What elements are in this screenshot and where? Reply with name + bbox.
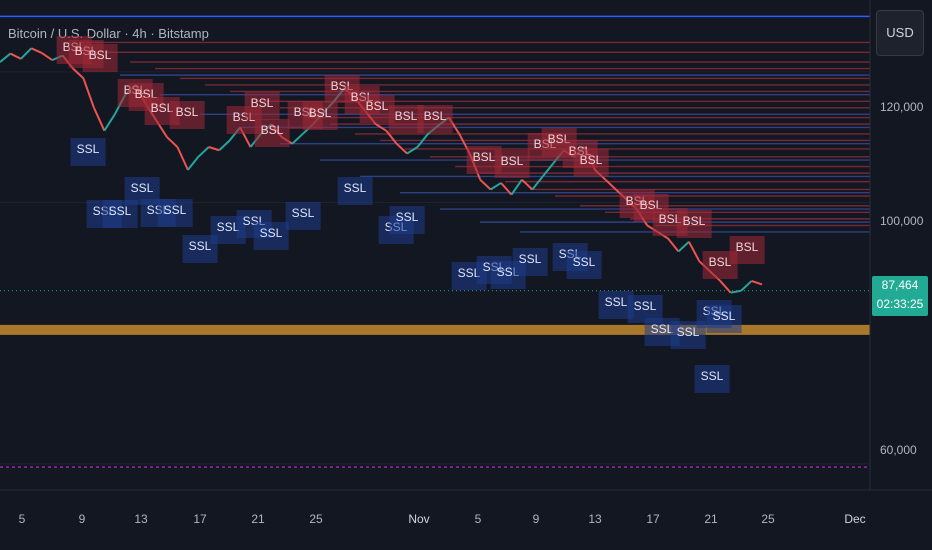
price-segment — [103, 113, 116, 132]
price-segment — [0, 52, 12, 63]
price-segment — [218, 139, 231, 151]
x-tick: Nov — [408, 512, 430, 526]
ssl-label: SSL — [694, 365, 730, 393]
price-segment — [41, 52, 53, 61]
price-segment — [30, 47, 43, 54]
ssl-label: SSL — [670, 321, 706, 349]
ssl-label: SSL — [157, 199, 193, 227]
bar-countdown: 02:33:25 — [876, 297, 924, 311]
x-tick: 25 — [761, 512, 775, 526]
x-tick: 5 — [474, 512, 482, 526]
price-segment — [93, 107, 106, 132]
price-segment — [406, 146, 419, 155]
x-tick: 9 — [78, 512, 86, 526]
last-price-tag: 87,464 02:33:25 — [872, 276, 928, 316]
price-segment — [531, 175, 544, 191]
bsl-label: BSL — [359, 95, 395, 123]
price-segment — [385, 130, 398, 145]
price-segment — [667, 237, 680, 253]
bsl-label: BSL — [494, 150, 530, 178]
bsl-label: BSL — [417, 105, 453, 133]
ssl-label: SSL — [598, 291, 634, 319]
x-tick: 21 — [251, 512, 265, 526]
ssl-label: SSL — [566, 251, 602, 279]
ssl-label: SSL — [70, 138, 106, 166]
x-tick: 17 — [646, 512, 660, 526]
price-segment — [719, 280, 732, 294]
bsl-label: BSL — [573, 149, 609, 177]
ssl-label: SSL — [285, 202, 321, 230]
price-segment — [510, 179, 523, 196]
price-segment — [521, 178, 534, 191]
x-tick: 25 — [309, 512, 323, 526]
bsl-label: BSL — [702, 251, 738, 279]
ssl-label: SSL — [253, 222, 289, 250]
x-tick: 21 — [704, 512, 718, 526]
price-segment — [176, 146, 189, 171]
price-segment — [291, 133, 304, 145]
x-tick: 13 — [134, 512, 148, 526]
bsl-label: BSL — [254, 119, 290, 147]
price-segment — [208, 146, 220, 152]
bsl-label: BSL — [82, 44, 118, 72]
price-segment — [604, 178, 617, 191]
price-segment — [677, 241, 690, 253]
price-segment — [9, 52, 22, 60]
ssl-label: SSL — [182, 235, 218, 263]
price-segment — [375, 123, 387, 132]
y-tick: 120,000 — [880, 100, 924, 114]
bsl-label: BSL — [729, 236, 765, 264]
x-tick: 17 — [193, 512, 207, 526]
bsl-label: BSL — [676, 210, 712, 238]
price-segment — [542, 162, 555, 178]
price-segment — [688, 241, 701, 262]
x-tick: Dec — [844, 512, 866, 526]
price-segment — [72, 67, 85, 80]
price-segment — [197, 146, 210, 158]
price-segment — [479, 178, 492, 191]
price-segment — [751, 279, 763, 286]
chart-title: Bitcoin / U.S. Dollar · 4h · Bitstamp — [8, 26, 209, 41]
price-segment — [416, 133, 429, 148]
bsl-label: BSL — [244, 92, 280, 120]
bsl-label: BSL — [169, 101, 205, 129]
x-tick: 5 — [18, 512, 26, 526]
price-segment — [395, 143, 408, 155]
price-segment — [166, 136, 179, 148]
price-segment — [730, 289, 742, 294]
x-tick: 9 — [532, 512, 540, 526]
ssl-label: SSL — [337, 177, 373, 205]
price-segment — [187, 156, 200, 171]
price-segment — [82, 78, 95, 109]
price-segment — [740, 280, 753, 292]
bsl-label: BSL — [302, 102, 338, 130]
bsl-label: BSL — [388, 105, 424, 133]
ssl-label: SSL — [389, 206, 425, 234]
x-tick: 13 — [588, 512, 602, 526]
last-price-value: 87,464 — [881, 278, 919, 292]
price-segment — [20, 47, 33, 60]
currency-button[interactable]: USD — [876, 10, 924, 56]
ssl-label: SSL — [706, 305, 742, 333]
y-tick: 100,000 — [880, 214, 924, 228]
price-segment — [490, 182, 502, 191]
liquidity-bands — [80, 41, 870, 233]
y-tick: 60,000 — [880, 443, 917, 457]
ssl-label: SSL — [512, 248, 548, 276]
price-segment — [500, 182, 513, 196]
